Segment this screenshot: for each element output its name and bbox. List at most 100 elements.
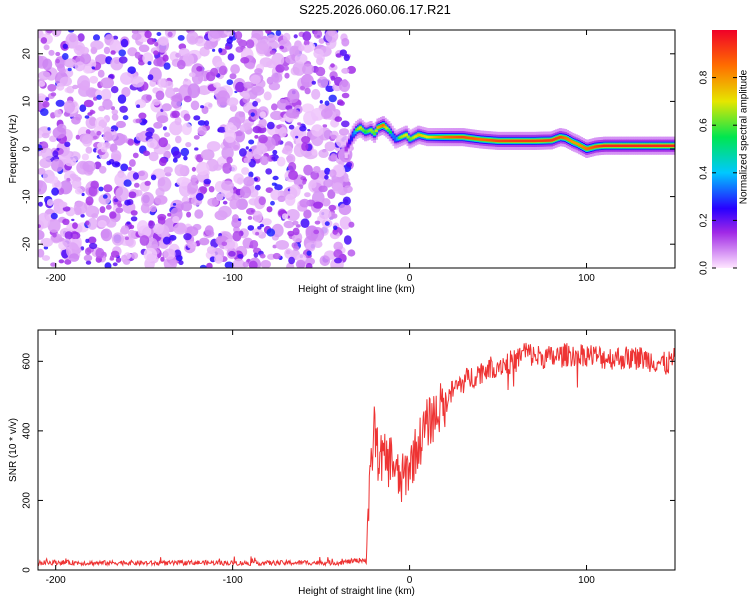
snr-xtick-label: -200 [46, 575, 66, 586]
ridge-cell [349, 136, 354, 141]
noise-cell [103, 184, 113, 193]
ridge-cell [610, 144, 614, 147]
noise-cell [58, 259, 65, 264]
noise-cell [178, 260, 184, 266]
noise-cell [279, 45, 285, 50]
noise-cell [328, 204, 337, 211]
noise-cell [250, 112, 255, 117]
ridge-cell [493, 139, 497, 142]
ridge-cell [645, 144, 649, 147]
noise-cell [174, 249, 182, 258]
noise-cell [115, 186, 129, 202]
noise-cell [51, 187, 59, 196]
ridge-cell [601, 144, 605, 148]
ridge-cell [392, 135, 396, 140]
noise-cell [121, 87, 131, 97]
noise-cell [102, 98, 113, 110]
noise-cell [237, 253, 244, 259]
noise-cell [91, 66, 95, 70]
ridge-cell [512, 139, 516, 143]
noise-cell [112, 262, 118, 267]
ridge-cell [390, 132, 394, 137]
noise-cell [47, 127, 51, 131]
ridge-cell [549, 139, 553, 142]
noise-cell [71, 218, 75, 222]
noise-cell [62, 43, 68, 49]
ridge-cell [353, 130, 357, 135]
ridge-cell [631, 144, 635, 147]
noise-cell [305, 242, 316, 252]
noise-cell [110, 129, 115, 132]
noise-cell [68, 30, 75, 33]
noise-cell [153, 223, 164, 235]
noise-cell [180, 201, 193, 212]
noise-cell [177, 59, 186, 70]
noise-cell [266, 34, 276, 43]
noise-cell [313, 48, 324, 59]
noise-cell [263, 91, 272, 101]
ridge-cell [516, 139, 520, 143]
noise-cell [313, 240, 323, 248]
noise-cell [275, 30, 282, 36]
ridge-cell [459, 135, 463, 139]
noise-cell [254, 135, 259, 139]
noise-cell [169, 259, 177, 266]
noise-cell [95, 54, 108, 65]
noise-cell [234, 111, 246, 124]
noise-cell [106, 160, 112, 166]
noise-cell [310, 170, 320, 180]
heatmap-ytick-label: -20 [22, 237, 33, 252]
noise-cell [224, 261, 234, 268]
ridge-cell [654, 144, 658, 147]
heatmap-xtick-label: 100 [578, 273, 595, 284]
noise-cell [127, 138, 135, 146]
noise-cell [300, 218, 310, 228]
noise-cell [227, 31, 234, 38]
noise-cell [89, 75, 99, 84]
noise-cell [105, 204, 112, 210]
noise-cell [347, 249, 356, 257]
noise-cell [229, 198, 239, 210]
noise-cell [40, 37, 48, 44]
noise-cell [203, 178, 212, 185]
ridge-cell [397, 136, 401, 140]
noise-cell [313, 229, 320, 235]
ridge-cell [650, 144, 654, 147]
noise-cell [122, 115, 129, 121]
noise-cell [46, 30, 53, 34]
noise-cell [158, 36, 169, 46]
noise-cell [52, 150, 59, 158]
noise-cell [103, 131, 113, 142]
noise-cell [304, 192, 311, 198]
ridge-cell [422, 134, 426, 138]
noise-cell [41, 255, 51, 261]
noise-cell [172, 150, 182, 159]
ridge-cell [670, 144, 674, 147]
colorbar-tick-label: 0.6 [699, 118, 710, 132]
noise-cell [83, 254, 93, 262]
noise-cell [287, 88, 300, 104]
noise-cell [306, 250, 312, 256]
noise-cell [40, 237, 53, 247]
noise-cell [157, 176, 172, 192]
noise-cell [83, 99, 94, 108]
noise-cell [38, 80, 46, 87]
ridge-cell [606, 144, 610, 147]
noise-cell [226, 156, 233, 164]
noise-cell [200, 105, 205, 109]
snr-ytick-label: 400 [22, 422, 33, 439]
noise-cell [292, 227, 300, 236]
noise-cell [321, 108, 333, 119]
ridge-cell [470, 137, 474, 140]
noise-cell [111, 113, 119, 121]
noise-cell [266, 60, 277, 69]
noise-cell [266, 121, 275, 130]
noise-cell [319, 208, 332, 220]
ridge-cell [415, 134, 419, 137]
noise-cell [85, 238, 90, 243]
ridge-cell [364, 131, 368, 134]
noise-cell [85, 260, 92, 265]
noise-cell [265, 30, 272, 34]
noise-cell [43, 246, 49, 250]
